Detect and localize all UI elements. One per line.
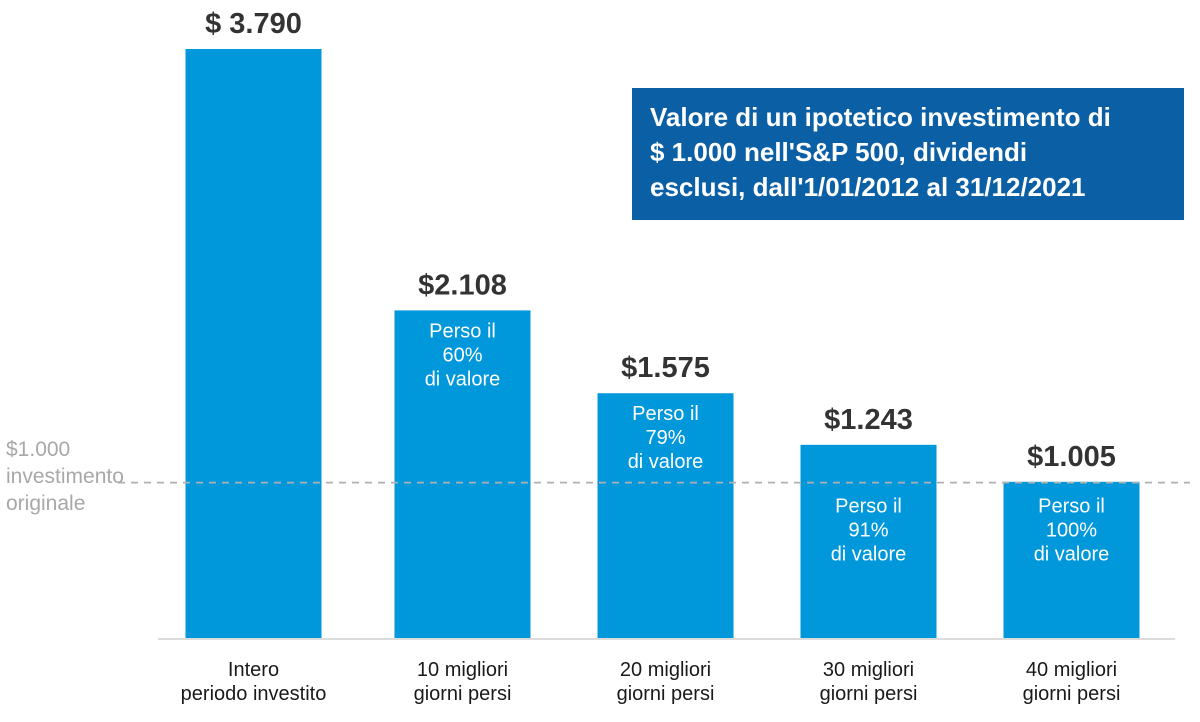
category-label: giorni persi (617, 683, 715, 705)
bar-annotation: 100% (1046, 520, 1097, 542)
category-label: 10 migliori (417, 659, 508, 681)
chart-title-box: Valore di un ipotetico investimento di $ … (632, 88, 1184, 220)
category-label: 30 migliori (823, 659, 914, 681)
value-label: $ 3.790 (205, 8, 302, 40)
bar-annotation: di valore (831, 544, 907, 566)
chart-title-line: Valore di un ipotetico investimento di (650, 102, 1111, 132)
category-label: giorni persi (1023, 683, 1121, 705)
chart-title-line: esclusi, dall'1/01/2012 al 31/12/2021 (650, 172, 1086, 202)
category-label: giorni persi (820, 683, 918, 705)
value-label: $1.243 (824, 404, 913, 436)
bar-annotation: di valore (1034, 544, 1110, 566)
bars-layer (185, 49, 1140, 638)
bar-annotation: Perso il (632, 403, 699, 425)
bar-annotation: Perso il (835, 496, 902, 518)
bar-annotation: 60% (442, 344, 482, 366)
reference-line-label: investimento (6, 465, 124, 488)
value-label: $1.575 (621, 352, 710, 384)
bar-annotation: di valore (425, 368, 501, 390)
bar (800, 444, 937, 638)
bar-annotation: di valore (628, 451, 704, 473)
chart-title-line: $ 1.000 nell'S&P 500, dividendi (650, 137, 1027, 167)
value-label: $2.108 (418, 269, 507, 301)
value-label: $1.005 (1027, 441, 1116, 473)
category-label: periodo investito (181, 683, 327, 705)
bar-annotation: 79% (645, 427, 685, 449)
reference-line-group: $1.000 investimento originale (6, 438, 1190, 515)
bar (185, 49, 322, 638)
reference-line-label: $1.000 (6, 438, 70, 461)
title-box-background (632, 88, 1184, 220)
category-label: 20 migliori (620, 659, 711, 681)
bar (1003, 481, 1140, 638)
reference-line-label: originale (6, 492, 85, 515)
bar-annotation: 91% (848, 520, 888, 542)
bar-annotation: Perso il (429, 320, 496, 342)
category-label: giorni persi (414, 683, 512, 705)
category-label: 40 migliori (1026, 659, 1117, 681)
bar (597, 393, 734, 638)
category-label: Intero (228, 659, 279, 681)
bar (394, 310, 531, 638)
bar-annotation: Perso il (1038, 496, 1105, 518)
